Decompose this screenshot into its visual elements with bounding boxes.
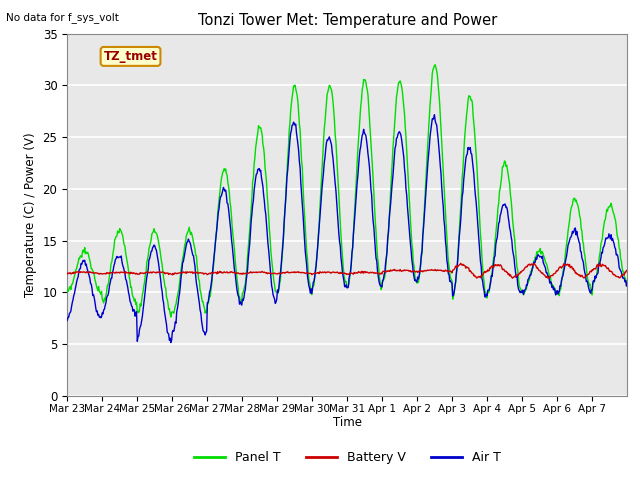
Line: Battery V: Battery V: [67, 264, 627, 278]
Air T: [623, 280, 631, 286]
Line: Panel T: Panel T: [67, 65, 627, 317]
Air T: [63, 318, 71, 324]
Panel T: [167, 314, 175, 320]
Title: Tonzi Tower Met: Temperature and Power: Tonzi Tower Met: Temperature and Power: [198, 13, 497, 28]
Air T: [129, 308, 137, 314]
Text: No data for f_sys_volt: No data for f_sys_volt: [6, 12, 119, 23]
Panel T: [282, 198, 289, 204]
Panel T: [63, 287, 71, 293]
Panel T: [431, 62, 439, 68]
Battery V: [260, 270, 268, 276]
Panel T: [406, 202, 413, 207]
Battery V: [232, 270, 240, 276]
Air T: [167, 340, 175, 346]
Battery V: [436, 267, 444, 273]
Legend: Panel T, Battery V, Air T: Panel T, Battery V, Air T: [189, 446, 506, 469]
Air T: [406, 232, 413, 238]
Y-axis label: Temperature (C) / Power (V): Temperature (C) / Power (V): [24, 132, 37, 297]
Battery V: [63, 271, 71, 276]
Air T: [438, 185, 445, 191]
Battery V: [623, 267, 631, 273]
Panel T: [129, 294, 137, 300]
Line: Air T: Air T: [67, 115, 627, 343]
Panel T: [233, 272, 241, 278]
Panel T: [623, 281, 631, 287]
Text: TZ_tmet: TZ_tmet: [104, 50, 157, 63]
Air T: [431, 112, 438, 118]
Panel T: [438, 139, 445, 144]
Battery V: [457, 261, 465, 266]
Battery V: [129, 271, 137, 276]
Battery V: [545, 276, 552, 281]
Battery V: [281, 270, 289, 276]
Air T: [282, 200, 289, 205]
Battery V: [405, 268, 413, 274]
Air T: [260, 198, 268, 204]
Panel T: [260, 152, 268, 158]
Air T: [233, 284, 241, 290]
X-axis label: Time: Time: [333, 417, 362, 430]
